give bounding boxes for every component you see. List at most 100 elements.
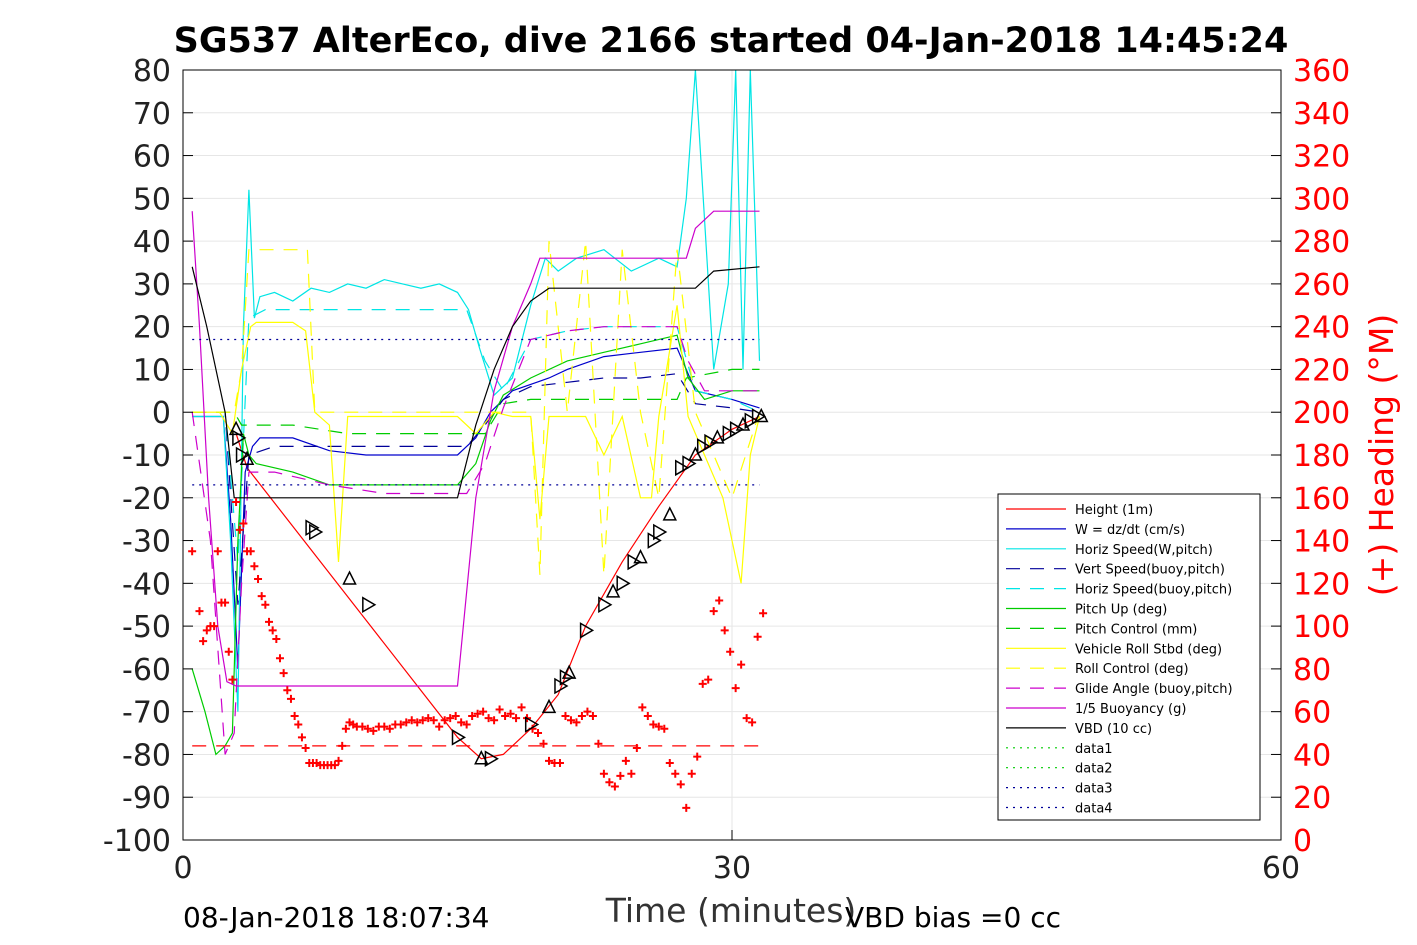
heading-point	[643, 711, 652, 720]
y-tick-label: -70	[122, 696, 171, 731]
series-line-vehicle-roll-stbd-deg	[192, 305, 761, 584]
triangle-marker	[633, 548, 648, 564]
heading-point	[698, 679, 707, 688]
triangle-marker	[710, 429, 725, 444]
heading-point	[301, 744, 310, 753]
heading-point	[621, 756, 630, 765]
y-tick-label: 70	[133, 97, 171, 132]
heading-point	[709, 607, 718, 616]
y-tick-label: -50	[122, 610, 171, 645]
y2-tick-label: 220	[1293, 353, 1350, 388]
heading-point	[369, 726, 378, 735]
legend: Height (1m) W = dz/dt (cm/s) Horiz Speed(W…	[997, 493, 1261, 821]
heading-point	[490, 716, 499, 725]
heading-point	[616, 771, 625, 780]
series-line-height-1m	[235, 415, 760, 760]
y-tick-label: -80	[122, 738, 171, 773]
chart-title: SG537 AlterEco, dive 2166 started 04-Jan…	[174, 21, 1289, 61]
heading-point	[462, 720, 471, 729]
y2-tick-label: 140	[1293, 525, 1350, 560]
triangle-marker	[744, 412, 759, 430]
y2-tick-label: 360	[1293, 54, 1350, 89]
series-line-vbd-10-cc	[191, 266, 760, 499]
heading-point	[275, 654, 284, 663]
triangle-marker	[598, 596, 613, 614]
triangle-marker	[228, 420, 244, 436]
y2-tick-label: 160	[1293, 482, 1350, 517]
heading-point	[246, 547, 255, 556]
heading-point	[334, 756, 343, 765]
legend-entry-label: data2	[1075, 762, 1113, 777]
heading-point	[484, 714, 493, 723]
heading-point	[210, 622, 219, 631]
y2-tick-label: 180	[1293, 439, 1350, 474]
heading-point	[457, 718, 466, 727]
y2-tick-label: 260	[1293, 268, 1350, 303]
heading-point	[753, 632, 762, 641]
triangle-marker	[235, 446, 251, 464]
heading-point	[250, 562, 259, 571]
heading-point	[555, 759, 564, 767]
heading-point	[682, 803, 691, 812]
legend-entry-label: data4	[1075, 802, 1113, 817]
triangle-marker	[688, 446, 703, 461]
heading-point	[446, 714, 455, 723]
heading-point	[213, 547, 222, 556]
legend-entry-label: Pitch Up (deg)	[1075, 603, 1167, 618]
series-line-pitch-control-mm	[192, 368, 760, 435]
y-tick-label: -40	[122, 567, 171, 602]
footer-vbd-bias: VBD bias =0 cc	[845, 901, 1061, 934]
heading-point	[407, 716, 416, 725]
y-tick-label: -30	[122, 525, 171, 560]
series-line-horiz-speed-w-pitch	[192, 69, 761, 712]
heading-point	[599, 769, 608, 778]
y-tick-label: -60	[122, 653, 171, 688]
heading-point	[232, 498, 241, 507]
legend-entry-label: VBD (10 cc)	[1075, 722, 1152, 737]
heading-point	[341, 724, 350, 733]
triangle-marker	[704, 433, 719, 451]
heading-point	[676, 780, 685, 789]
heading-point	[294, 720, 303, 729]
heading-point	[440, 716, 449, 725]
right-axis-ticks: 3603403203002802602402202001801601401201…	[1271, 54, 1350, 859]
heading-point	[605, 778, 614, 787]
y2-tick-label: 120	[1293, 567, 1350, 602]
triangle-marker	[239, 450, 255, 466]
heading-point	[385, 724, 394, 733]
triangle-marker	[305, 519, 320, 537]
heading-point	[286, 694, 295, 703]
y-tick-label: -10	[122, 439, 171, 474]
heading-point	[297, 733, 306, 742]
heading-point	[665, 759, 674, 767]
heading-point	[742, 714, 751, 723]
y-tick-label: 80	[133, 54, 171, 89]
heading-point	[495, 705, 504, 714]
legend-entry-label: Pitch Control (mm)	[1075, 622, 1197, 637]
heading-point	[330, 761, 339, 770]
y-tick-label: -20	[122, 482, 171, 517]
heading-point	[704, 675, 713, 684]
x-tick-label: 30	[713, 851, 751, 886]
heading-point	[272, 634, 281, 643]
heading-point	[338, 741, 347, 750]
triangle-marker	[662, 506, 677, 521]
heading-point	[479, 707, 488, 716]
series-line-glide-angle-buoy-pitch	[191, 326, 760, 755]
y2-tick-label: 280	[1293, 225, 1350, 260]
heading-point	[737, 660, 746, 669]
y2-tick-label: 320	[1293, 140, 1350, 175]
triangle-marker	[559, 669, 574, 686]
y-tick-label: 0	[152, 396, 171, 431]
heading-point	[660, 724, 669, 733]
heading-point	[199, 637, 208, 646]
x-tick-label: 60	[1262, 851, 1300, 886]
heading-point	[638, 703, 647, 712]
legend-entry-label: Roll Control (deg)	[1075, 662, 1189, 677]
heading-point	[731, 684, 740, 693]
y2-tick-label: 80	[1293, 653, 1331, 688]
triangle-marker	[451, 729, 466, 746]
heading-point	[566, 716, 575, 725]
heading-point	[424, 714, 433, 723]
